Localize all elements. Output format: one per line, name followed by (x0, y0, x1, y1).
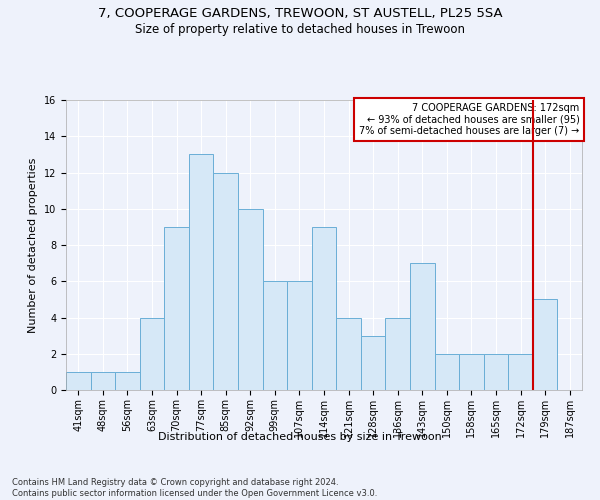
Bar (385, 318, 410, 390)
Bar (336, 318, 361, 390)
Bar (140, 318, 164, 390)
Bar (287, 281, 312, 390)
Bar (189, 154, 214, 390)
Bar (66, 372, 91, 390)
Bar (115, 372, 140, 390)
Bar (484, 354, 508, 390)
Text: 7, COOPERAGE GARDENS, TREWOON, ST AUSTELL, PL25 5SA: 7, COOPERAGE GARDENS, TREWOON, ST AUSTEL… (98, 8, 502, 20)
Bar (312, 227, 336, 390)
Bar (214, 172, 238, 390)
Bar (533, 300, 557, 390)
Bar (164, 227, 189, 390)
Bar (434, 354, 459, 390)
Text: 7 COOPERAGE GARDENS: 172sqm
← 93% of detached houses are smaller (95)
7% of semi: 7 COOPERAGE GARDENS: 172sqm ← 93% of det… (359, 103, 580, 136)
Text: Contains HM Land Registry data © Crown copyright and database right 2024.
Contai: Contains HM Land Registry data © Crown c… (12, 478, 377, 498)
Text: Size of property relative to detached houses in Trewoon: Size of property relative to detached ho… (135, 22, 465, 36)
Bar (263, 281, 287, 390)
Bar (459, 354, 484, 390)
Bar (361, 336, 385, 390)
Bar (508, 354, 533, 390)
Bar (238, 209, 263, 390)
Bar (91, 372, 115, 390)
Text: Distribution of detached houses by size in Trewoon: Distribution of detached houses by size … (158, 432, 442, 442)
Y-axis label: Number of detached properties: Number of detached properties (28, 158, 38, 332)
Bar (410, 263, 434, 390)
